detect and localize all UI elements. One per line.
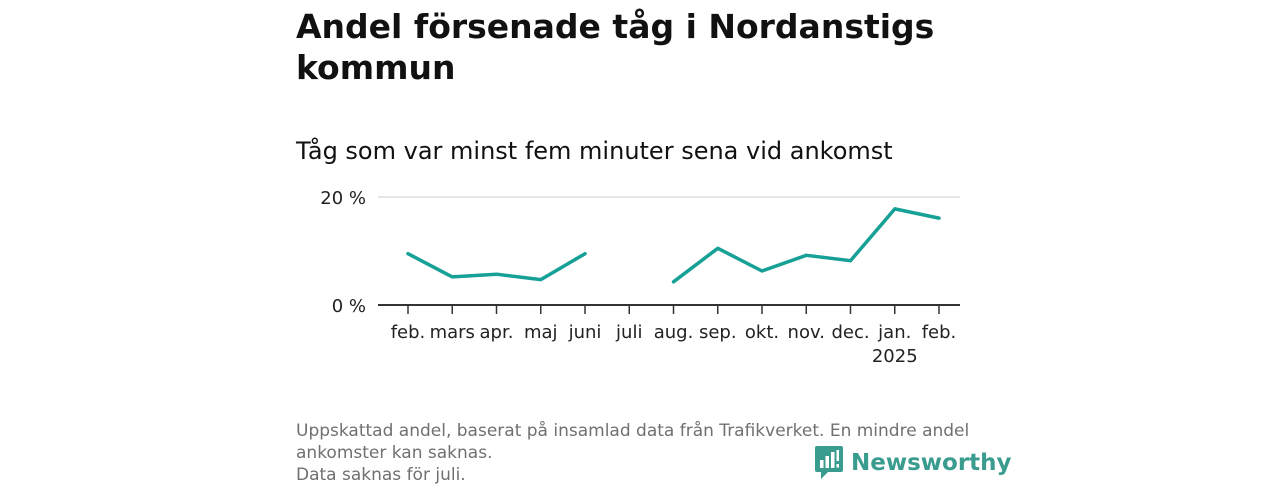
x-tick-label: aug. — [654, 322, 694, 343]
y-tick-label: 20 % — [320, 188, 366, 209]
y-tick-label: 0 % — [332, 296, 366, 317]
x-tick-label: feb. — [922, 322, 957, 343]
x-tick-label: maj — [524, 322, 558, 343]
x-tick-label: juni — [568, 322, 602, 343]
brand-name: Newsworthy — [851, 450, 1012, 476]
x-tick-label: dec. — [831, 322, 869, 343]
series-line-segment — [408, 254, 585, 280]
x-tick-label: feb. — [391, 322, 426, 343]
x-tick-label: mars — [430, 322, 475, 343]
x-tick-label: apr. — [480, 322, 514, 343]
x-tick-label: okt. — [745, 322, 779, 343]
series-line-segment — [674, 209, 940, 282]
brand-logo: Newsworthy — [815, 446, 1012, 480]
x-tick-label: jan. — [877, 322, 911, 343]
x-tick-label: sep. — [699, 322, 737, 343]
newsworthy-logo-icon — [815, 446, 843, 480]
x-tick-label: juli — [615, 322, 642, 343]
x-year-label: 2025 — [872, 346, 918, 367]
x-tick-label: nov. — [788, 322, 825, 343]
